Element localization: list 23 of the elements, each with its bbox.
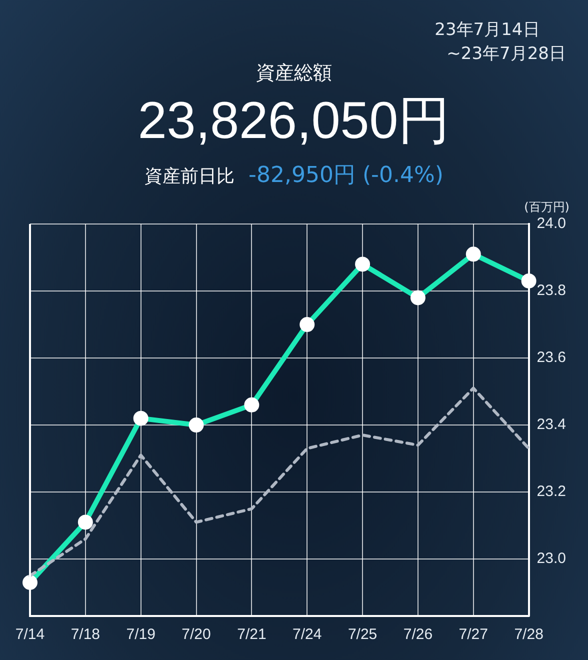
y-tick-label: 23.0 [536, 550, 566, 568]
x-tick-label: 7/20 [182, 626, 211, 644]
y-tick-label: 23.8 [536, 282, 566, 300]
text: 資産前日比 [144, 166, 235, 187]
y-tick-label: 23.6 [536, 349, 566, 366]
x-tick-label: 7/27 [458, 626, 488, 644]
text: ~23年7月28日 [446, 43, 566, 66]
x-tick-label: 7/18 [70, 626, 100, 644]
chart-title: 資産総額 [256, 62, 332, 84]
y-axis-title: (百万円) [524, 200, 570, 214]
x-tick-label: 7/19 [126, 626, 156, 644]
x-tick-label: 7/21 [237, 626, 266, 644]
x-tick-label: 7/24 [292, 626, 322, 644]
y-tick-label: 23.2 [536, 483, 566, 500]
x-tick-label: 7/25 [348, 626, 378, 644]
text: -82,950円 (-0.4%) [248, 163, 444, 188]
x-tick-label: 7/28 [514, 626, 544, 644]
x-tick-label: 7/26 [403, 626, 433, 644]
y-tick-label: 23.4 [536, 416, 566, 434]
x-tick-label: 7/14 [15, 626, 45, 644]
chart-subtitle: 23,826,050円 [136, 91, 452, 152]
y-tick-label: 24.0 [536, 215, 566, 232]
text: 23年7月14日 [434, 19, 541, 42]
